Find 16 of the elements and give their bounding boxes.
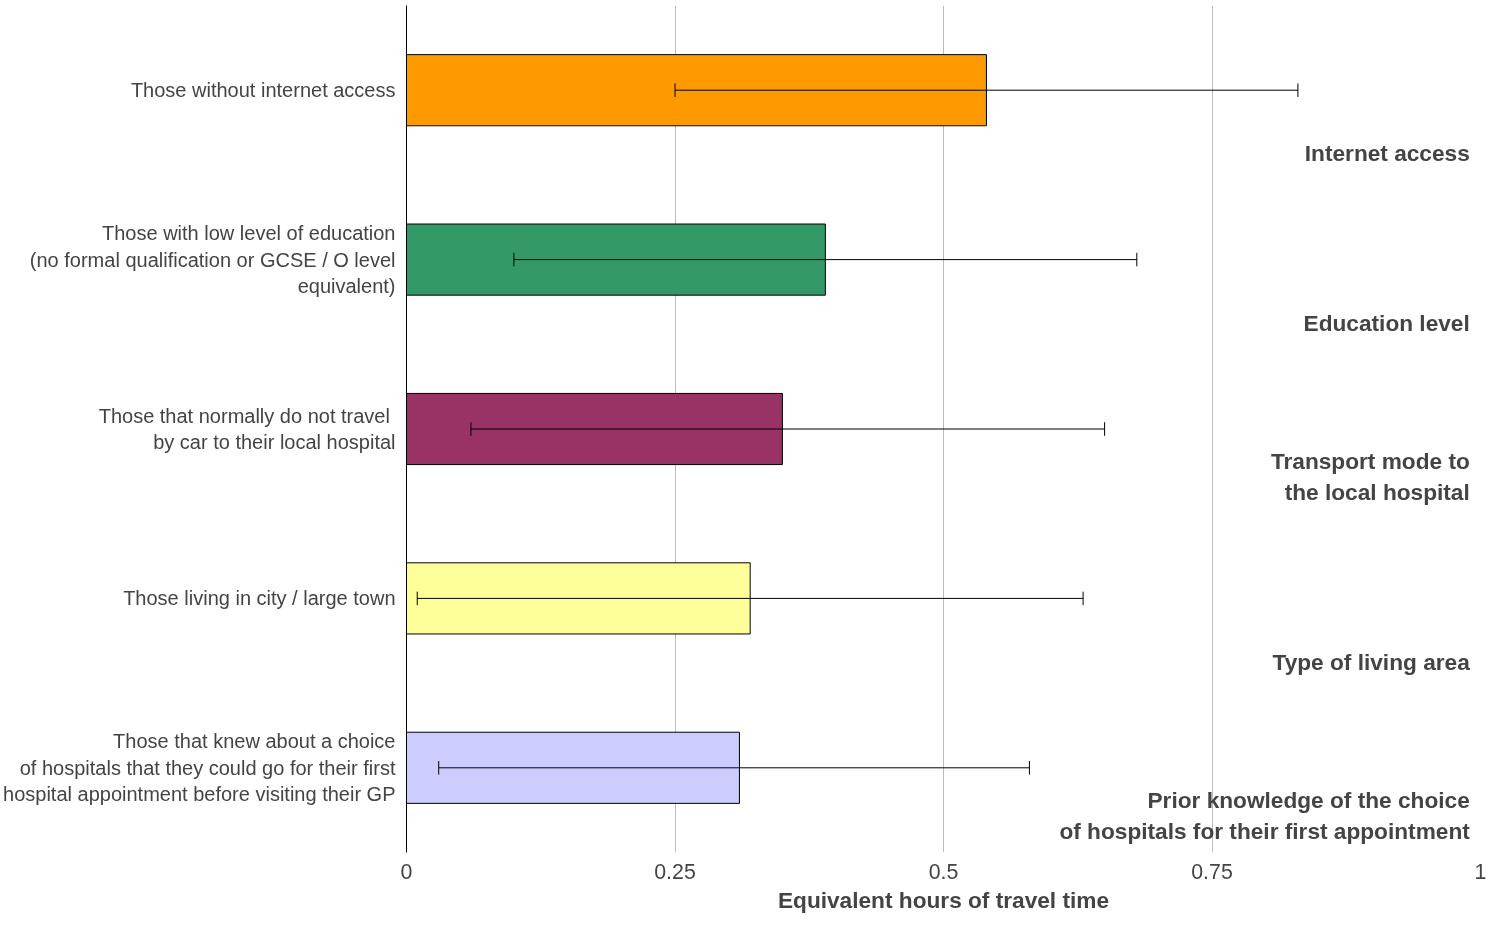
x-axis-title: Equivalent hours of travel time [777, 886, 1110, 913]
annotation: Transport mode to the local hospital [1270, 448, 1470, 506]
annotation: Type of living area [1272, 648, 1471, 675]
annotation: Education level [1303, 309, 1470, 336]
y-tick-label: Those without internet access [130, 79, 396, 102]
y-tick-label: Those living in city / large town [123, 587, 396, 610]
x-tick-label: 1 [1474, 859, 1487, 884]
annotation: Internet access [1304, 140, 1470, 167]
x-tick-label: 0.5 [928, 859, 959, 884]
y-tick-label: Those with low level of education (no formal qualification or GCSE / O level equivalent) [29, 222, 396, 297]
x-tick-label: 0 [400, 859, 413, 884]
y-tick-label: Those that knew about a choice of hospitals that they could go for their first hospital appointment before visiting their GP [3, 730, 396, 806]
x-tick-label: 0.25 [654, 859, 696, 884]
annotation: Prior knowledge of the choice of hospitals for their first appointment [1059, 786, 1471, 845]
y-tick-label: Those that normally do not travel by car to their local hospital [98, 404, 396, 454]
x-tick-label: 0.75 [1191, 859, 1233, 884]
